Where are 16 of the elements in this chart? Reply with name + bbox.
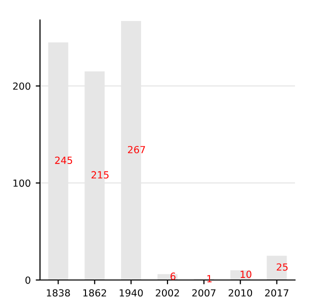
x-tick-label: 2002 [156,289,179,297]
x-tick-label: 1838 [46,289,70,297]
x-tick-label: 1862 [83,289,106,297]
x-tick-label: 2017 [265,289,288,297]
data-label: 245 [55,156,72,164]
y-tick-label: 100 [13,179,30,187]
x-tick-label: 2007 [192,289,216,297]
x-tick-label: 1940 [120,289,143,297]
data-label: 215 [92,171,109,179]
data-label: 267 [128,146,145,154]
data-label: 10 [240,270,252,278]
y-tick-label: 0 [25,276,30,284]
x-tick-label: 2010 [228,289,252,297]
y-tick-label: 200 [13,82,30,90]
data-label: 6 [170,272,176,280]
data-label: 25 [276,263,288,271]
